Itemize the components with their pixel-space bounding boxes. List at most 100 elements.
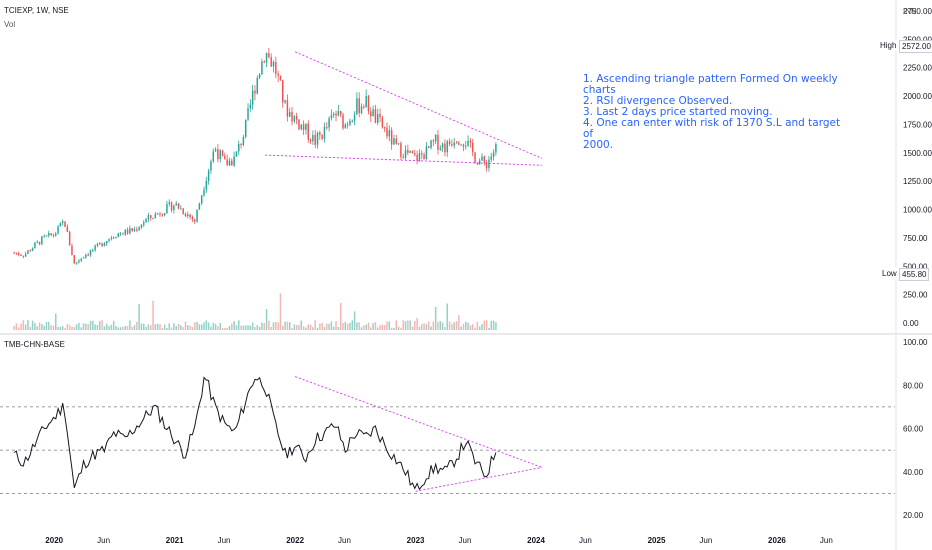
price-y-axis[interactable]: 2750.00 2500.00 2250.00 2000.00 1750.00 1500.… <box>903 7 932 328</box>
volume-bar <box>298 324 300 330</box>
candle-body <box>59 223 62 227</box>
candle-body <box>85 254 87 258</box>
volume-bar <box>242 325 245 330</box>
candle-body <box>353 114 356 121</box>
volume-bar <box>27 320 29 330</box>
candle-body <box>439 147 442 150</box>
volume-bar <box>254 327 256 330</box>
candle-body <box>372 109 374 117</box>
candle-body <box>231 160 233 166</box>
indicator-y-axis[interactable]: 100.00 80.00 60.00 40.00 20.00 <box>903 338 928 520</box>
price-tick-label: 2000.00 <box>903 92 932 101</box>
indicator-title[interactable]: TMB-CHN-BASE <box>4 340 65 349</box>
annotation-note[interactable]: 1. Ascending triangle pattern Formed On … <box>583 74 843 151</box>
volume-bar <box>483 320 486 330</box>
candle-body <box>302 124 305 130</box>
candle-body <box>416 154 418 161</box>
candle-body <box>22 255 25 257</box>
candle-body <box>101 243 103 247</box>
candle-body <box>374 109 377 123</box>
time-tick-label: 2023 <box>407 536 425 545</box>
candle-body <box>182 208 184 214</box>
candle-body <box>66 226 69 232</box>
candle-body <box>170 202 173 211</box>
volume-bar <box>217 326 219 330</box>
volume-bar <box>119 327 122 330</box>
candle-body <box>316 132 319 145</box>
volume-bar <box>365 324 367 330</box>
volume-bar <box>390 327 393 330</box>
candle-body <box>52 235 55 237</box>
volume-bar <box>353 311 356 330</box>
candle-body <box>256 78 259 94</box>
candle-body <box>279 75 282 81</box>
volume-bar <box>187 325 189 330</box>
volume-bar <box>279 293 282 330</box>
candle-body <box>68 231 71 246</box>
volume-bar <box>309 324 312 330</box>
volume-bar <box>305 327 307 330</box>
volume-label[interactable]: Vol <box>4 20 16 29</box>
candle-body <box>455 142 458 144</box>
annotation-line: 2. RSI divergence Observed. <box>583 95 733 107</box>
candle-body <box>103 243 106 247</box>
volume-bar <box>453 322 455 330</box>
candle-body <box>41 236 43 245</box>
candle-body <box>73 255 76 264</box>
candle-body <box>143 222 145 226</box>
candle-body <box>395 138 398 144</box>
candle-body <box>247 108 249 120</box>
volume-bar <box>319 323 321 330</box>
volume-bar <box>432 321 435 330</box>
volume-bar <box>485 320 488 330</box>
candle-body <box>418 153 421 161</box>
candle-body <box>261 61 263 75</box>
volume-bar <box>152 300 154 330</box>
candle-body <box>99 243 101 245</box>
volume-bar <box>219 322 221 330</box>
volume-bar <box>339 302 342 330</box>
volume-bar <box>82 323 85 330</box>
indicator-line <box>13 376 497 491</box>
volume-bar <box>210 326 212 330</box>
candle-body <box>388 130 391 137</box>
volume-bar <box>205 320 208 330</box>
candle-body <box>251 90 254 105</box>
annotation-line: 4. One can enter with risk of 1370 S.L a… <box>583 117 844 140</box>
upper-trendline <box>294 51 543 159</box>
candle-body <box>300 124 303 130</box>
volume-bar <box>444 326 446 330</box>
volume-bar <box>386 321 388 330</box>
candle-body <box>48 233 50 236</box>
candle-body <box>177 203 180 209</box>
price-tick-label: 250.00 <box>903 291 928 300</box>
volume-bar <box>149 325 152 330</box>
candle-body <box>161 214 164 216</box>
volume-bar <box>131 326 133 330</box>
volume-bar <box>57 326 59 330</box>
volume-bar <box>258 326 261 330</box>
volume-bar <box>66 324 69 330</box>
candle-body <box>240 143 242 145</box>
candle-body <box>321 135 323 139</box>
volume-bar <box>61 326 64 330</box>
candle-body <box>323 126 326 139</box>
candle-body <box>282 80 284 103</box>
volume-bar <box>284 321 286 330</box>
volume-bar <box>335 321 337 330</box>
annotation-line: 2000. <box>583 139 614 151</box>
symbol-title[interactable]: TCIEXP, 1W, NSE <box>4 6 69 15</box>
candle-body <box>108 238 110 241</box>
time-x-axis[interactable]: 2020 Jun 2021 Jun 2022 Jun 2023 Jun 2024 Jun 2025 J… <box>45 536 832 545</box>
candle-body <box>235 151 238 157</box>
volume-bar <box>173 323 175 330</box>
candle-body <box>379 114 381 118</box>
candle-body <box>156 213 159 215</box>
candle-body <box>24 253 27 257</box>
candle-body <box>92 250 94 252</box>
candle-body <box>288 112 291 117</box>
volume-bar <box>73 327 76 330</box>
volume-bar <box>145 326 147 330</box>
candle-body <box>434 134 437 142</box>
